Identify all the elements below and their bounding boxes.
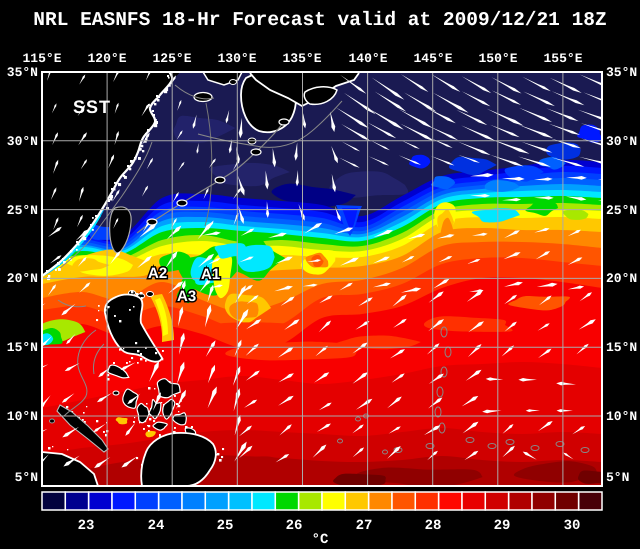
svg-text:30°N: 30°N bbox=[7, 134, 38, 149]
svg-text:115°E: 115°E bbox=[22, 51, 61, 66]
svg-text:30°N: 30°N bbox=[606, 134, 637, 149]
svg-text:SST: SST bbox=[73, 97, 111, 117]
svg-text:20°N: 20°N bbox=[606, 271, 637, 286]
svg-text:A1: A1 bbox=[201, 266, 220, 283]
svg-text:27: 27 bbox=[356, 518, 373, 534]
svg-text:24: 24 bbox=[148, 518, 165, 534]
svg-text:155°E: 155°E bbox=[543, 51, 582, 66]
svg-text:125°E: 125°E bbox=[152, 51, 191, 66]
svg-text:145°E: 145°E bbox=[413, 51, 452, 66]
svg-text:NRL EASNFS 18-Hr Forecast val: NRL EASNFS 18-Hr Forecast valid at 2009/… bbox=[33, 9, 606, 31]
svg-text:30: 30 bbox=[564, 518, 581, 534]
svg-text:A3: A3 bbox=[177, 288, 196, 305]
svg-text:15°N: 15°N bbox=[606, 340, 637, 355]
svg-text:5°N: 5°N bbox=[15, 470, 38, 485]
svg-text:35°N: 35°N bbox=[606, 65, 637, 80]
svg-text:150°E: 150°E bbox=[478, 51, 517, 66]
svg-text:29: 29 bbox=[494, 518, 511, 534]
svg-text:35°N: 35°N bbox=[7, 65, 38, 80]
svg-text:130°E: 130°E bbox=[217, 51, 256, 66]
svg-text:5°N: 5°N bbox=[606, 470, 629, 485]
svg-text:135°E: 135°E bbox=[282, 51, 321, 66]
svg-text:15°N: 15°N bbox=[7, 340, 38, 355]
svg-text:25°N: 25°N bbox=[606, 203, 637, 218]
svg-text:28: 28 bbox=[425, 518, 442, 534]
svg-text:10°N: 10°N bbox=[7, 409, 38, 424]
svg-text:120°E: 120°E bbox=[87, 51, 126, 66]
svg-text:A2: A2 bbox=[148, 265, 167, 282]
svg-text:26: 26 bbox=[286, 518, 303, 534]
svg-text:°C: °C bbox=[312, 532, 329, 544]
svg-text:20°N: 20°N bbox=[7, 271, 38, 286]
svg-text:25: 25 bbox=[217, 518, 234, 534]
svg-text:23: 23 bbox=[78, 518, 95, 534]
svg-text:140°E: 140°E bbox=[348, 51, 387, 66]
svg-text:10°N: 10°N bbox=[606, 409, 637, 424]
svg-text:25°N: 25°N bbox=[7, 203, 38, 218]
